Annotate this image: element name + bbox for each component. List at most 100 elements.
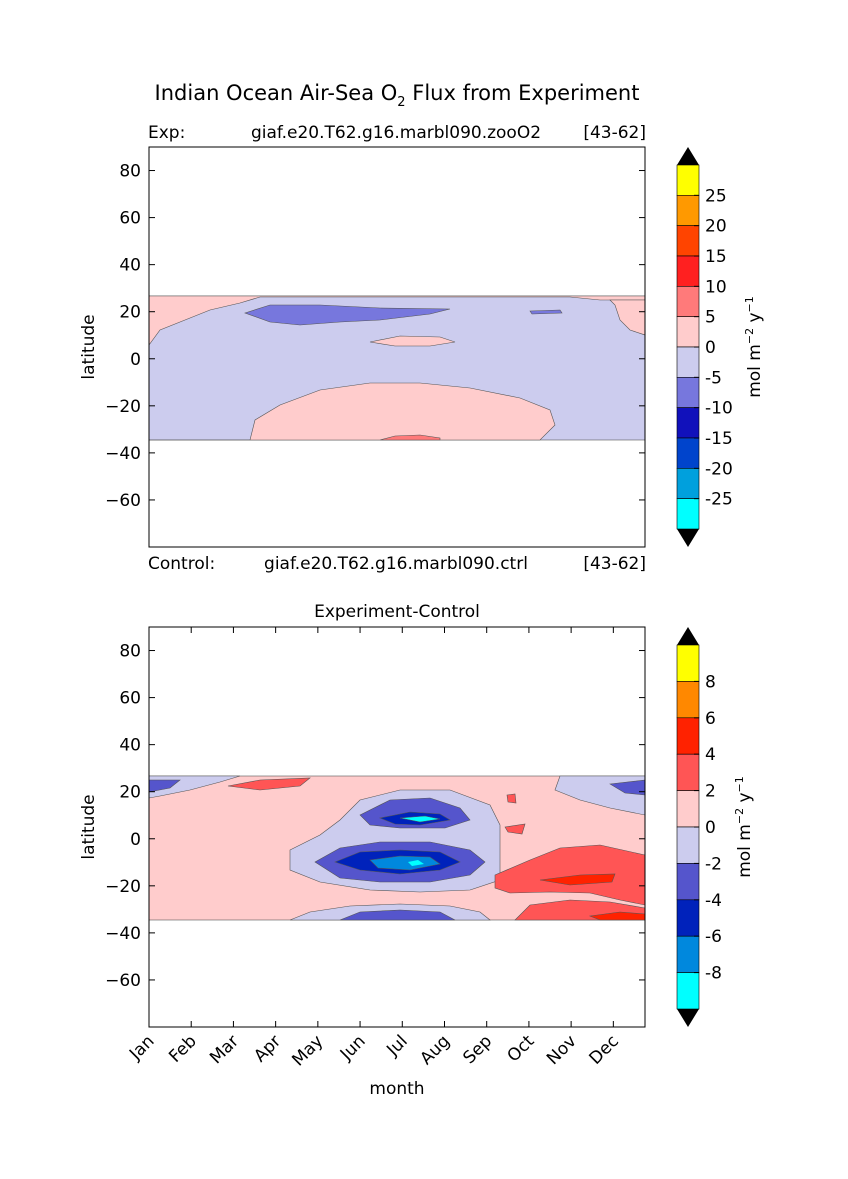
y-tick-label: 80	[119, 642, 141, 662]
colorbar-segment	[676, 286, 700, 317]
colorbar-tick-label: 5	[705, 308, 716, 328]
colorbar-tick-label: -6	[705, 927, 722, 947]
colorbar-tick-label: 15	[705, 247, 727, 267]
southern-positive-dome	[149, 382, 556, 441]
north-west-negative-strong	[149, 779, 181, 793]
control-case-name: giaf.e20.T62.g16.marbl090.ctrl	[264, 554, 528, 574]
colorbar-segment	[676, 753, 700, 791]
control-year-range: [43-62]	[583, 554, 646, 574]
southern-strong-positive	[539, 873, 616, 886]
y-tick-label: −60	[105, 491, 141, 511]
exp-case-name: giaf.e20.T62.g16.marbl090.zooO2	[251, 123, 541, 143]
top-axes-frame	[148, 146, 646, 548]
colorbar-extend-max	[677, 147, 699, 165]
colorbar-tick-label: 25	[705, 186, 727, 206]
colorbar-segment	[676, 899, 700, 937]
colorbar-segment	[676, 717, 700, 755]
colorbar-extend-min	[677, 1009, 699, 1027]
bottom-ylabel: latitude	[79, 794, 99, 859]
colorbar-segment	[676, 644, 700, 682]
southern-edge-positive-strong	[588, 911, 645, 921]
colorbar-segment	[676, 863, 700, 901]
colorbar-bottom-unit: mol m−2 y−1	[733, 776, 755, 878]
colorbar-tick-label: -25	[705, 490, 733, 510]
control-label: Control:	[148, 554, 215, 574]
bottom-plot-area	[149, 627, 645, 1027]
north-east-positive-region	[609, 299, 645, 336]
southern-edge-negative-strong	[339, 909, 456, 921]
y-tick-label: 20	[119, 303, 141, 323]
x-tick-label: May	[288, 1031, 327, 1070]
x-tick-label: Mar	[206, 1031, 243, 1068]
x-tick-label: Sep	[459, 1031, 496, 1068]
small-positive-blob	[504, 823, 526, 835]
colorbar-segment	[676, 255, 700, 287]
colorbar-segment	[676, 790, 700, 828]
colorbar-extend-min	[677, 529, 699, 547]
y-tick-label: 20	[119, 783, 141, 803]
diff-panel-title: Experiment-Control	[314, 602, 480, 622]
colorbar-tick-label: 20	[705, 217, 727, 237]
north-positive-region	[149, 295, 645, 346]
y-tick-label: −20	[105, 397, 141, 417]
colorbar-segment	[676, 164, 700, 196]
colorbar-bottom: 8 6 4 2 0 -2 -4 -6 -8	[676, 627, 722, 1027]
y-tick-label: −60	[105, 971, 141, 991]
x-tick-label: Aug	[416, 1031, 454, 1069]
colorbar-segment	[676, 972, 700, 1010]
top-y-ticks: 80 60 40 20 0 −20 −40 −60	[105, 162, 645, 511]
y-tick-label: 80	[119, 162, 141, 182]
y-tick-label: −40	[105, 924, 141, 944]
equatorial-minimum	[369, 855, 441, 871]
southern-edge-positive	[379, 434, 441, 441]
top-ylabel: latitude	[79, 314, 99, 379]
x-tick-label: Dec	[585, 1031, 622, 1068]
x-tick-label: Jan	[125, 1031, 158, 1064]
colorbar-tick-label: -15	[705, 429, 733, 449]
east-small-negative	[529, 309, 563, 315]
x-tick-label: Jun	[336, 1031, 370, 1065]
y-tick-label: −40	[105, 444, 141, 464]
bottom-xlabel: month	[369, 1079, 424, 1099]
top-plot-area	[149, 147, 645, 547]
exp-year-range: [43-62]	[583, 123, 646, 143]
colorbar-segment	[676, 316, 700, 348]
y-tick-label: 60	[119, 689, 141, 709]
colorbar-segment	[676, 377, 700, 408]
colorbar-segment	[676, 225, 700, 257]
exp-label: Exp:	[148, 123, 185, 143]
arabian-sea-negative	[244, 304, 451, 326]
x-tick-label: Jul	[382, 1031, 411, 1060]
colorbar-segment	[676, 935, 700, 973]
bottom-y-ticks: 80 60 40 20 0 −20 −40 −60	[105, 642, 645, 991]
bottom-axes-frame	[148, 626, 646, 1028]
colorbar-tick-label: -4	[705, 891, 722, 911]
north-east-negative-strong	[609, 779, 645, 796]
colorbar-tick-label: 6	[705, 709, 716, 729]
colorbar-tick-label: -2	[705, 854, 722, 874]
colorbar-tick-label: 0	[705, 338, 716, 358]
colorbar-tick-label: -10	[705, 399, 733, 419]
chart-title: Indian Ocean Air-Sea O2 Flux from Experi…	[155, 81, 640, 110]
colorbar-segment	[676, 437, 700, 469]
colorbar-tick-label: -8	[705, 964, 722, 984]
north-positive-strip	[227, 777, 311, 791]
colorbar-segment	[676, 195, 700, 226]
southern-positive-late-year	[494, 844, 645, 906]
colorbar-tick-label: 10	[705, 277, 727, 297]
colorbar-top-unit: mol m−2 y−1	[743, 296, 765, 398]
colorbar-tick-label: 2	[705, 782, 716, 802]
colorbar-segment	[676, 826, 700, 864]
x-tick-label: Nov	[543, 1031, 581, 1069]
colorbar-extend-max	[677, 627, 699, 645]
colorbar-segment	[676, 468, 700, 499]
y-tick-label: 40	[119, 736, 141, 756]
y-tick-label: 0	[130, 350, 141, 370]
x-tick-label: Feb	[165, 1031, 200, 1066]
colorbar-segment	[676, 681, 700, 719]
y-tick-label: 0	[130, 830, 141, 850]
colorbar-top: 25 20 15 10 5 0 -5 -10 -15 -20 -25	[676, 147, 733, 547]
x-tick-label: Oct	[504, 1031, 539, 1066]
y-tick-label: 60	[119, 209, 141, 229]
